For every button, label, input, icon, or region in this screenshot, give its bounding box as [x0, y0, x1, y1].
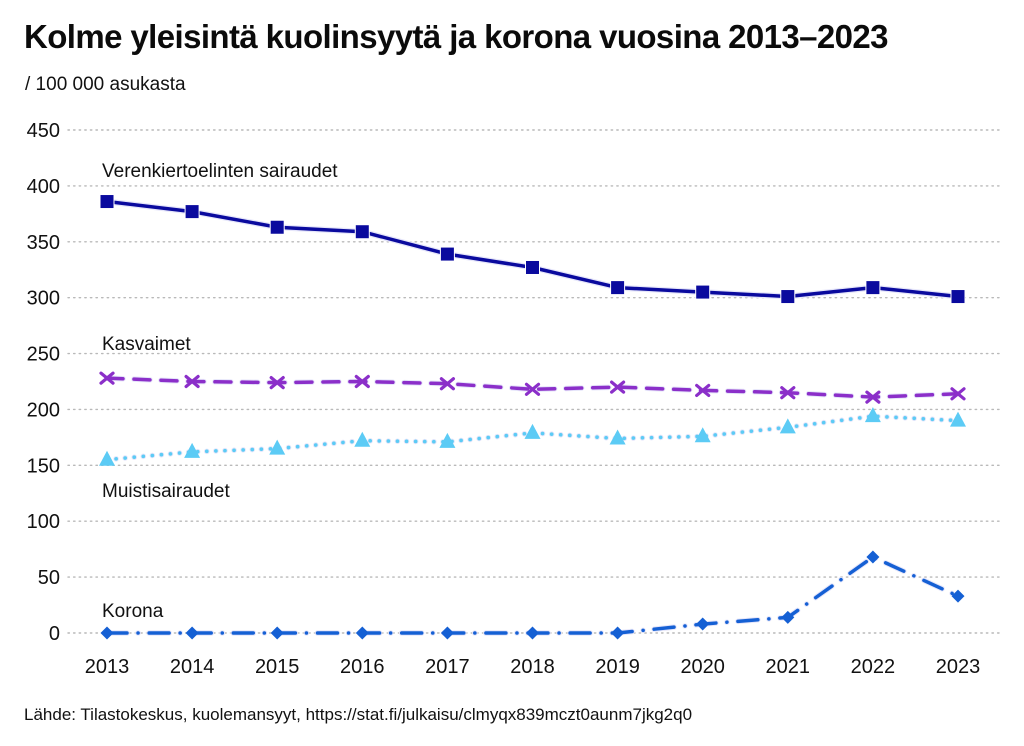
source-note: Lähde: Tilastokeskus, kuolemansyyt, http…	[24, 705, 693, 724]
series-label: Verenkiertoelinten sairaudet	[102, 161, 338, 182]
data-point-square	[184, 204, 200, 220]
series-label: Kasvaimet	[102, 334, 191, 355]
data-point-diamond	[526, 626, 539, 640]
chart-title: Kolme yleisintä kuolinsyytä ja korona vu…	[24, 18, 889, 55]
y-tick-label: 50	[38, 567, 60, 589]
data-point-square	[354, 224, 370, 240]
series-line	[105, 376, 960, 399]
data-point-diamond	[185, 626, 199, 640]
data-point-diamond	[866, 550, 880, 564]
x-tick-label: 2022	[851, 656, 896, 678]
data-point-triangle	[950, 411, 966, 427]
data-point-square	[269, 219, 285, 235]
data-point-x	[524, 382, 541, 396]
data-point-x	[780, 386, 796, 400]
data-point-triangle	[354, 431, 371, 447]
y-tick-label: 400	[27, 176, 60, 198]
data-point-triangle	[439, 432, 456, 448]
y-tick-label: 350	[27, 232, 60, 254]
series-korona	[100, 550, 965, 640]
series-line-halo	[104, 198, 961, 300]
data-point-diamond	[951, 589, 965, 603]
y-axis: 0 50 100 150 200 250 300 350 400 450	[27, 120, 60, 645]
data-point-square	[950, 289, 966, 305]
data-point-square	[865, 280, 881, 296]
series-label: Korona	[102, 601, 164, 622]
data-point-diamond	[440, 626, 454, 640]
data-point-diamond	[355, 626, 369, 640]
data-point-triangle	[609, 429, 626, 445]
series-kasvaimet	[99, 371, 966, 404]
data-point-x	[865, 390, 881, 404]
y-tick-label: 100	[27, 511, 60, 533]
data-point-triangle	[694, 427, 711, 443]
gridlines	[67, 129, 1001, 634]
data-point-x	[695, 383, 711, 398]
series-labels: Verenkiertoelinten sairaudet Kasvaimet Mui…	[102, 161, 338, 622]
data-point-x	[354, 374, 370, 389]
data-point-triangle	[524, 423, 541, 439]
x-axis: 2013 2014 2015 2016 2017 2018 2019 2020 2021 2022…	[85, 656, 981, 678]
data-point-square	[610, 280, 626, 296]
x-tick-label: 2018	[510, 656, 555, 678]
x-tick-label: 2019	[595, 656, 640, 678]
chart-subtitle: / 100 000 asukasta	[25, 74, 186, 95]
series-line	[105, 555, 960, 635]
data-point-square	[780, 289, 796, 305]
data-point-x	[439, 377, 455, 391]
data-point-diamond	[696, 617, 710, 631]
data-point-x	[184, 374, 200, 389]
data-point-diamond	[781, 610, 795, 624]
y-tick-label: 150	[27, 455, 60, 477]
data-point-triangle	[184, 442, 201, 458]
data-point-triangle	[864, 407, 881, 423]
data-point-diamond	[270, 626, 284, 640]
data-point-triangle	[779, 418, 796, 434]
data-point-square	[99, 194, 115, 210]
data-point-triangle	[269, 439, 286, 455]
data-point-x	[99, 371, 115, 385]
series-verenkiertoelinten-sairaudet	[99, 194, 966, 305]
y-tick-label: 200	[27, 399, 60, 421]
data-point-x	[269, 376, 285, 390]
y-tick-label: 250	[27, 344, 60, 366]
x-tick-label: 2021	[766, 656, 811, 678]
x-tick-label: 2015	[255, 656, 300, 678]
x-tick-label: 2020	[680, 656, 725, 678]
series-group	[99, 194, 966, 640]
y-tick-label: 300	[27, 288, 60, 310]
data-point-square	[695, 284, 711, 300]
x-tick-label: 2016	[340, 656, 385, 678]
y-tick-label: 450	[27, 120, 60, 142]
data-point-x	[950, 387, 966, 401]
series-line-halo	[104, 554, 961, 636]
data-point-triangle	[99, 450, 115, 466]
data-point-diamond	[611, 626, 625, 640]
series-muistisairaudet	[99, 407, 966, 466]
x-tick-label: 2013	[85, 656, 130, 678]
data-point-x	[610, 380, 626, 394]
data-point-square	[439, 246, 455, 262]
data-point-square	[525, 259, 540, 275]
x-tick-label: 2023	[936, 656, 981, 678]
series-line	[105, 199, 960, 299]
x-tick-label: 2017	[425, 656, 470, 678]
y-tick-label: 0	[49, 623, 60, 645]
data-point-diamond	[100, 626, 114, 640]
x-tick-label: 2014	[170, 656, 215, 678]
series-label: Muistisairaudet	[102, 481, 230, 502]
